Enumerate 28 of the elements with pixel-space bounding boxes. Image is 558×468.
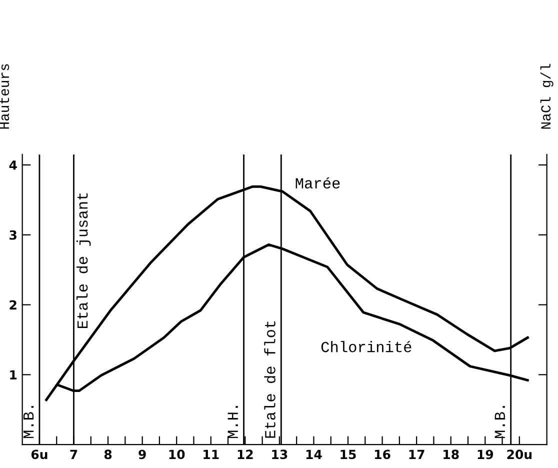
y-axis-title: Hauteurs (0, 64, 10, 129)
x-tick-label: 12 (238, 450, 253, 459)
x-tick-label: 19 (478, 450, 494, 460)
ref-line-label: Etale de flot (264, 321, 276, 438)
x-tick-label: 13 (272, 450, 288, 460)
x-tick-label: 10 (169, 450, 185, 460)
x-tick-label: 17 (409, 450, 424, 459)
x-tick-label: 9 (138, 450, 146, 460)
x-tick-label: 16 (375, 450, 390, 460)
x-tick-label: 14 (306, 450, 322, 459)
ref-line-label: Etale de jusant (76, 193, 91, 328)
x-tick-label: 11 (204, 450, 219, 459)
x-tick-label: 18 (444, 450, 459, 460)
y-tick-label: 3 (10, 230, 16, 240)
ref-line-label: M.B. (494, 406, 505, 438)
series-label: Chlorinité (321, 340, 412, 352)
y-tick-label: 1 (10, 370, 17, 380)
y2-axis-title: NaCl g/l (540, 64, 554, 129)
ref-line-label: M.B. (23, 406, 34, 438)
x-tick-label: 8 (104, 450, 112, 460)
x-tick-label: 15 (340, 450, 356, 460)
x-tick-label: 20u (507, 450, 532, 460)
y-tick-label: 2 (10, 300, 16, 310)
y-tick-label: 4 (9, 160, 17, 170)
x-tick-label: 7 (70, 450, 78, 459)
series-label: Marée (296, 177, 340, 188)
x-tick-label: 6u (31, 450, 48, 460)
ref-line-label: M.H. (228, 406, 238, 438)
